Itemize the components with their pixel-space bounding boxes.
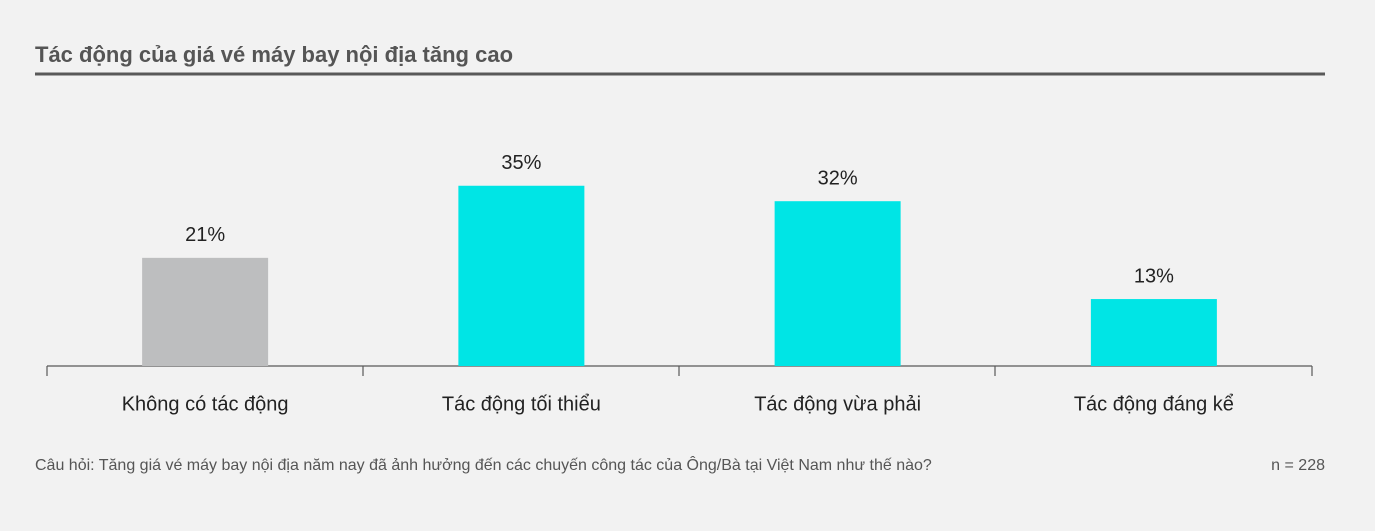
x-tick-label: Không có tác động [122,393,289,415]
bar [142,257,269,366]
bar [1090,299,1217,366]
bar [458,185,585,366]
data-label: 35% [501,152,541,174]
data-label: 32% [818,167,858,189]
category-separators [46,366,1313,376]
x-tick-label: Tác động vừa phải [754,393,921,415]
question-note: Câu hỏi: Tăng giá vé máy bay nội địa năm… [35,457,932,474]
bar [774,201,901,366]
sample-size: n = 228 [1271,457,1325,474]
x-tick-label: Tác động đáng kể [1074,393,1234,415]
x-tick-label: Tác động tối thiểu [442,393,601,415]
data-label: 13% [1134,265,1174,287]
chart-title: Tác động của giá vé máy bay nội địa tăng… [35,42,513,67]
data-label: 21% [185,224,225,246]
